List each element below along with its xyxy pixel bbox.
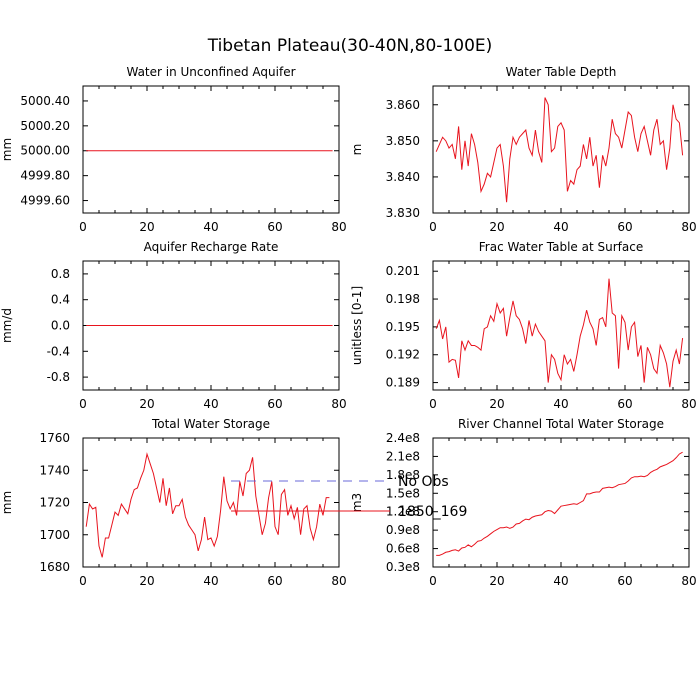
y-tick-label: 4999.80 xyxy=(20,169,70,183)
legend-label-1850-169: 1850_169 xyxy=(398,504,467,520)
panel-title: Aquifer Recharge Rate xyxy=(144,240,279,254)
panel-4: Frac Water Table at Surface unitless [0-1… xyxy=(350,240,697,411)
y-axis-label: mm xyxy=(0,491,14,514)
x-tick-label: 20 xyxy=(489,574,504,588)
x-tick-label: 0 xyxy=(79,397,87,411)
x-tick-label: 0 xyxy=(79,574,87,588)
x-tick-label: 80 xyxy=(331,220,346,234)
x-tick-label: 80 xyxy=(681,397,696,411)
y-tick-label: 0.8 xyxy=(51,267,70,281)
panel-1: Water in Unconfined Aquifer mm 0 20 40 60 80 49… xyxy=(0,65,347,234)
x-tick-label: 40 xyxy=(553,220,568,234)
panel-title: Frac Water Table at Surface xyxy=(479,240,643,254)
panel-2: Water Table Depth m 0 20 40 60 80 3.830 3.840 3.8… xyxy=(350,65,697,234)
x-tick-label: 20 xyxy=(489,397,504,411)
y-tick-label: 1720 xyxy=(39,496,70,510)
panel-6: River Channel Total Water Storage m3 0 20 40… xyxy=(350,417,697,588)
x-tick-label: 40 xyxy=(553,397,568,411)
x-tick-label: 0 xyxy=(79,220,87,234)
x-tick-label: 0 xyxy=(429,574,437,588)
y-tick-label: 0.0 xyxy=(51,319,70,333)
panel-3: Aquifer Recharge Rate mm/d 0 20 40 60 80 -0.8 -0… xyxy=(0,240,347,411)
x-tick-label: 40 xyxy=(203,574,218,588)
panel-title: Total Water Storage xyxy=(151,417,270,431)
x-tick-label: 80 xyxy=(681,220,696,234)
x-tick-label: 40 xyxy=(203,397,218,411)
panel-title: Water Table Depth xyxy=(506,65,617,79)
figure-title: Tibetan Plateau(30-40N,80-100E) xyxy=(207,36,493,56)
x-tick-label: 60 xyxy=(617,397,632,411)
x-tick-label: 80 xyxy=(681,574,696,588)
plot-frame xyxy=(432,85,690,214)
x-tick-label: 60 xyxy=(617,220,632,234)
y-tick-label: 0.192 xyxy=(386,348,420,362)
y-tick-label: 0.9e8 xyxy=(386,523,420,537)
y-tick-label: 1.5e8 xyxy=(386,486,420,500)
y-tick-label: -0.8 xyxy=(47,370,70,384)
x-tick-label: 0 xyxy=(429,397,437,411)
panel-5: Total Water Storage mm 0 20 40 60 80 1680 1700 17… xyxy=(0,417,347,588)
y-tick-label: 0.195 xyxy=(386,320,420,334)
y-tick-label: 1760 xyxy=(39,431,70,445)
x-tick-label: 20 xyxy=(489,220,504,234)
x-tick-label: 80 xyxy=(331,397,346,411)
x-tick-label: 60 xyxy=(267,397,282,411)
y-tick-label: 0.201 xyxy=(386,264,420,278)
x-tick-label: 20 xyxy=(139,397,154,411)
x-tick-label: 0 xyxy=(429,220,437,234)
y-tick-label: 1700 xyxy=(39,528,70,542)
x-tick-label: 40 xyxy=(203,220,218,234)
plot-frame xyxy=(82,85,340,214)
x-tick-label: 80 xyxy=(331,574,346,588)
x-tick-label: 60 xyxy=(267,220,282,234)
y-tick-label: -0.4 xyxy=(47,344,70,358)
y-tick-label: 4999.60 xyxy=(20,194,70,208)
x-tick-label: 40 xyxy=(553,574,568,588)
y-tick-label: 0.6e8 xyxy=(386,542,420,556)
y-tick-label: 1740 xyxy=(39,463,70,477)
y-tick-label: 2.4e8 xyxy=(386,431,420,445)
plot-frame xyxy=(432,437,690,568)
y-tick-label: 0.3e8 xyxy=(386,560,420,574)
y-tick-label: 0.4 xyxy=(51,293,70,307)
series-line-1850-169 xyxy=(436,451,683,556)
x-tick-label: 20 xyxy=(139,220,154,234)
y-axis-label: mm/d xyxy=(0,308,14,343)
y-tick-label: 5000.40 xyxy=(20,94,70,108)
y-axis-label: mm xyxy=(0,138,14,161)
y-axis-label: unitless [0-1] xyxy=(350,286,364,365)
plot-frame xyxy=(82,437,340,568)
series-line-1850-169 xyxy=(435,97,684,203)
y-tick-label: 0.198 xyxy=(386,292,420,306)
legend-label-no-obs: No Obs xyxy=(398,474,449,490)
y-tick-label: 1680 xyxy=(39,560,70,574)
x-tick-label: 60 xyxy=(267,574,282,588)
x-tick-label: 60 xyxy=(617,574,632,588)
y-tick-label: 1.2e8 xyxy=(386,505,420,519)
y-tick-label: 5000.00 xyxy=(20,144,70,158)
y-axis-label: m xyxy=(350,144,364,156)
y-tick-label: 3.830 xyxy=(386,206,420,220)
y-tick-label: 3.840 xyxy=(386,170,420,184)
y-tick-label: 0.189 xyxy=(386,376,420,390)
panel-title: Water in Unconfined Aquifer xyxy=(126,65,295,79)
plot-frame xyxy=(432,260,690,391)
y-tick-label: 1.8e8 xyxy=(386,468,420,482)
y-tick-label: 5000.20 xyxy=(20,119,70,133)
series-line-1850-169 xyxy=(85,452,330,558)
series-line-1850-169 xyxy=(435,278,684,388)
x-tick-label: 20 xyxy=(139,574,154,588)
y-axis-label: m3 xyxy=(350,493,364,512)
y-tick-label: 2.1e8 xyxy=(386,449,420,463)
y-tick-label: 3.860 xyxy=(386,98,420,112)
legend: No Obs 1850_169 xyxy=(231,474,467,520)
y-tick-label: 3.850 xyxy=(386,134,420,148)
panel-title: River Channel Total Water Storage xyxy=(458,417,664,431)
